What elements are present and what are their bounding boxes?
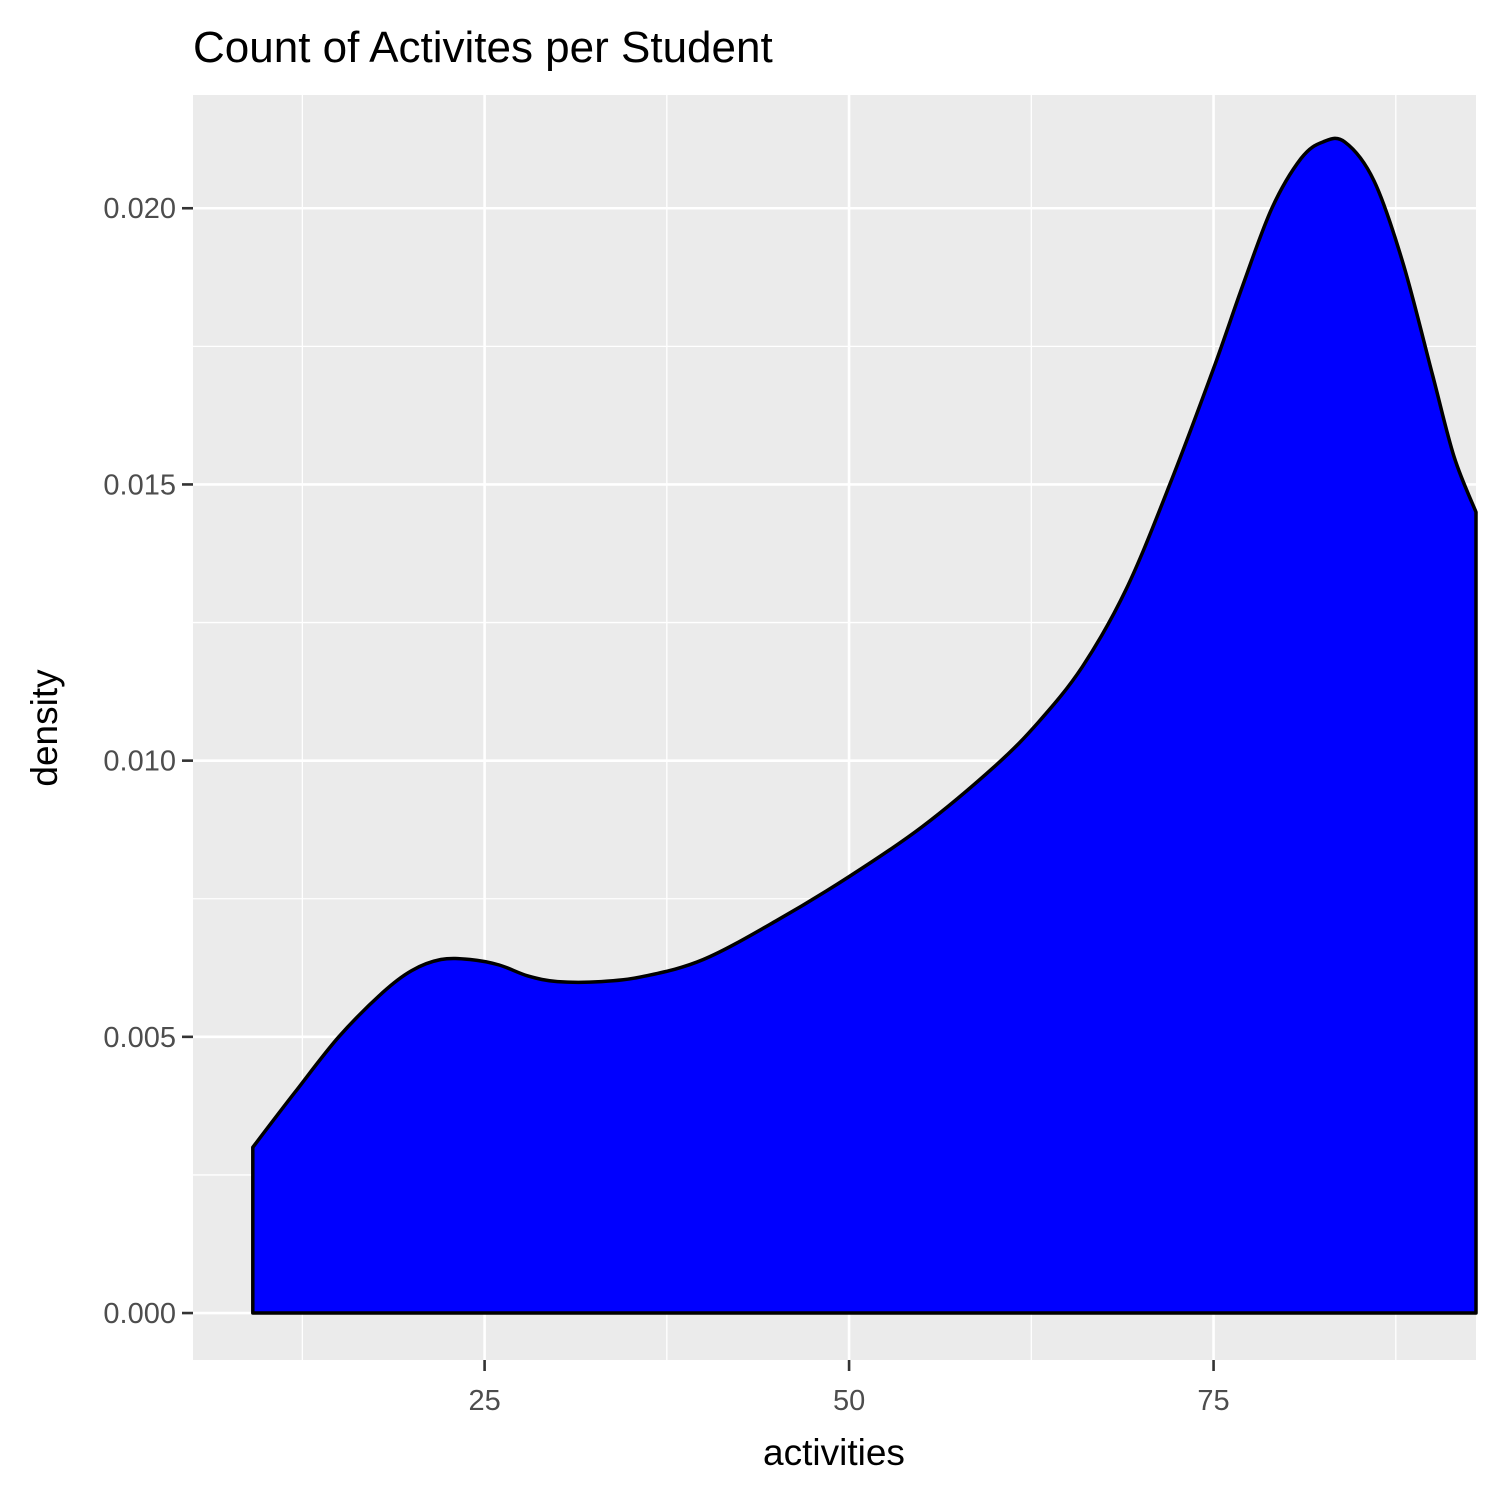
x-axis: 25 50 75 [468,1360,1230,1417]
y-tick-label: 0.010 [103,746,176,778]
y-axis: 0.000 0.005 0.010 0.015 0.020 [103,193,193,1330]
density-area [251,136,1478,1315]
x-axis-title: activities [763,1432,905,1473]
y-axis-title: density [24,669,65,787]
y-tick-label: 0.005 [103,1022,176,1054]
y-tick-label: 0.020 [103,193,176,225]
y-tick-label: 0.015 [103,469,176,501]
x-tick-label: 25 [468,1385,500,1417]
y-tick-label: 0.000 [103,1298,176,1330]
x-tick-label: 50 [833,1385,865,1417]
density-curve [251,136,1478,1315]
chart-title: Count of Activites per Student [193,23,773,72]
x-tick-label: 75 [1197,1385,1229,1417]
